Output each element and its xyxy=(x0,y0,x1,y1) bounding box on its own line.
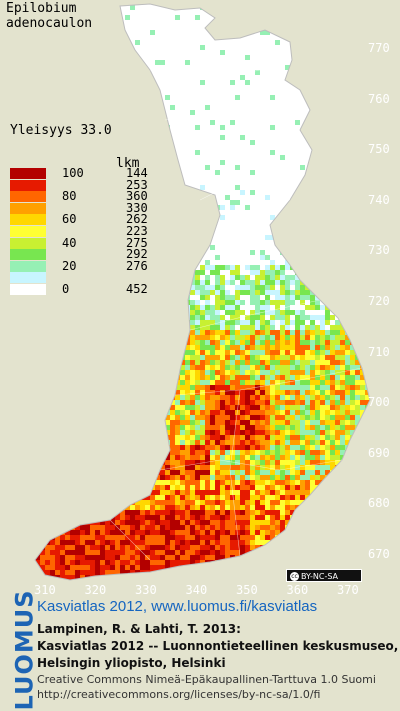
legend-swatch xyxy=(10,214,46,225)
y-axis-label: 700 xyxy=(368,395,390,409)
species-title: Epilobium adenocaulon xyxy=(6,1,92,31)
legend-percent: 80 xyxy=(62,189,76,203)
y-axis-label: 690 xyxy=(368,446,390,460)
atlas-link[interactable]: Kasviatlas 2012, www.luomus.fi/kasviatla… xyxy=(37,598,317,615)
legend-swatch xyxy=(10,168,46,179)
y-axis-label: 680 xyxy=(368,496,390,510)
y-axis-label: 710 xyxy=(368,345,390,359)
license-line-1: Creative Commons Nimeä-Epäkaupallinen-Ta… xyxy=(37,673,376,686)
citation-line-1: Lampinen, R. & Lahti, T. 2013: xyxy=(37,622,241,636)
x-axis-label: 360 xyxy=(287,583,309,597)
brand-text: LUOMUS xyxy=(10,590,38,711)
y-axis-label: 740 xyxy=(368,193,390,207)
legend-swatch xyxy=(10,261,46,272)
y-axis-label: 770 xyxy=(368,41,390,55)
cc-icon: cc xyxy=(290,572,299,581)
x-axis-label: 320 xyxy=(85,583,107,597)
frequency-label: Yleisyys xyxy=(10,123,73,138)
legend-count: 452 xyxy=(126,282,148,296)
frequency-readout: Yleisyys 33.0 xyxy=(10,123,112,138)
legend-swatch xyxy=(10,226,46,237)
legend-swatch xyxy=(10,191,46,202)
legend-swatch xyxy=(10,180,46,191)
legend-percent: 100 xyxy=(62,166,84,180)
badge-label: BY-NC-SA xyxy=(301,572,338,581)
license-line-2[interactable]: http://creativecommons.org/licenses/by-n… xyxy=(37,688,320,701)
x-axis-label: 350 xyxy=(236,583,258,597)
y-axis-label: 750 xyxy=(368,142,390,156)
legend-swatch xyxy=(10,249,46,260)
x-axis-label: 330 xyxy=(135,583,157,597)
legend-swatch xyxy=(10,238,46,249)
legend-swatch xyxy=(10,272,46,283)
legend-percent: 40 xyxy=(62,236,76,250)
legend-percent: 0 xyxy=(62,282,69,296)
legend-count: 276 xyxy=(126,259,148,273)
legend-percent: 60 xyxy=(62,212,76,226)
citation-line-2: Kasviatlas 2012 -- Luonnontieteellinen k… xyxy=(37,639,398,653)
x-axis-label: 340 xyxy=(186,583,208,597)
y-axis-label: 670 xyxy=(368,547,390,561)
legend-percent: 20 xyxy=(62,259,76,273)
legend-swatch xyxy=(10,203,46,214)
y-axis-label: 720 xyxy=(368,294,390,308)
x-axis-label: 370 xyxy=(337,583,359,597)
y-axis-label: 760 xyxy=(368,92,390,106)
frequency-value: 33.0 xyxy=(80,123,111,138)
legend-swatch xyxy=(10,284,46,295)
citation-line-3: Helsingin yliopisto, Helsinki xyxy=(37,656,226,670)
legend-row xyxy=(10,272,140,284)
y-axis-label: 730 xyxy=(368,243,390,257)
luomus-logo: LUOMUS xyxy=(2,598,30,702)
